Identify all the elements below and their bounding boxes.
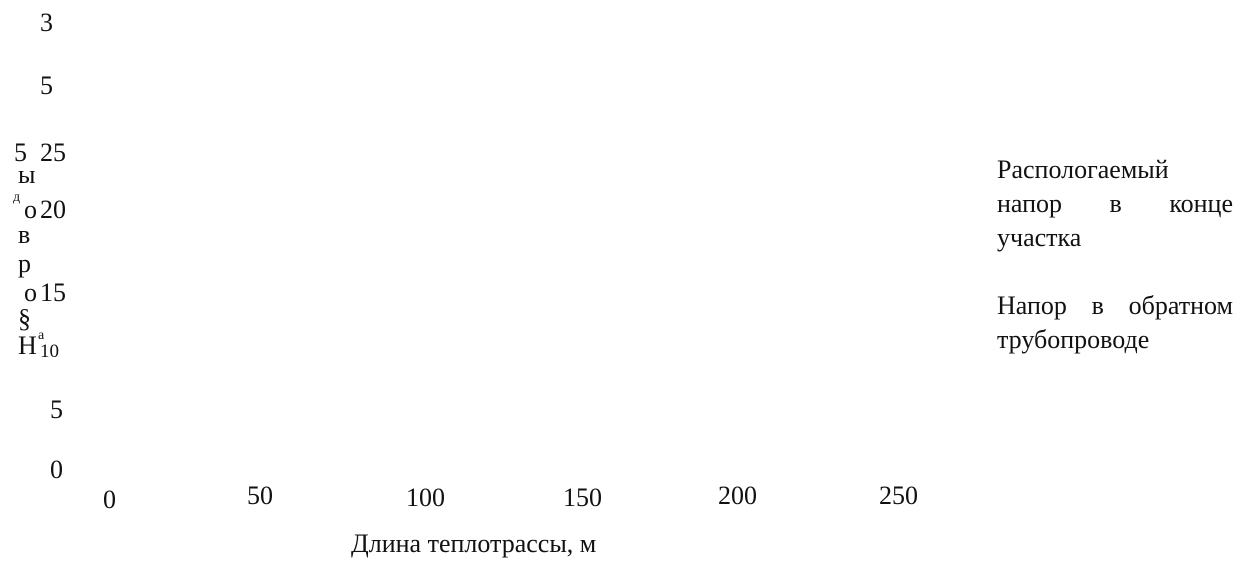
y-label-glyph-8: Н — [18, 331, 37, 360]
x-axis-label: Длина теплотрассы, м — [351, 529, 597, 558]
x-tick-50: 50 — [247, 481, 273, 510]
y-label-glyph-2: д — [13, 190, 21, 205]
legend: Распологаемый напор в конце участка Напо… — [997, 153, 1233, 391]
x-tick-200: 200 — [718, 481, 757, 510]
y-tick-5: 5 — [50, 395, 63, 424]
y-label-glyph-0: 5 — [14, 138, 27, 167]
y-label-glyph-6: о — [24, 278, 37, 307]
y-label-glyph-5: р — [18, 249, 31, 278]
x-tick-100: 100 — [406, 483, 445, 512]
x-tick-0: 0 — [103, 485, 116, 514]
x-tick-150: 150 — [563, 483, 602, 512]
y-label-glyph-4: в — [18, 220, 31, 249]
y-tick-10: 10 — [40, 341, 59, 362]
y-tick-extra-top-0: 3 — [40, 8, 53, 37]
legend-item-available-head: Распологаемый напор в конце участка — [997, 155, 1233, 252]
y-label-glyph-9: а — [38, 328, 45, 343]
y-tick-20: 20 — [40, 195, 66, 224]
y-tick-15: 15 — [40, 278, 66, 307]
y-tick-0: 0 — [50, 455, 63, 484]
legend-item-return-pipe-head: Напор в обратном трубопроводе — [997, 291, 1233, 354]
y-tick-extra-top-1: 5 — [40, 71, 53, 100]
y-tick-25: 25 — [40, 138, 66, 167]
y-label-glyph-3: о — [24, 195, 37, 224]
y-label-glyph-1: ы — [18, 160, 36, 189]
y-label-glyph-7: § — [18, 304, 31, 333]
x-tick-250: 250 — [879, 481, 918, 510]
